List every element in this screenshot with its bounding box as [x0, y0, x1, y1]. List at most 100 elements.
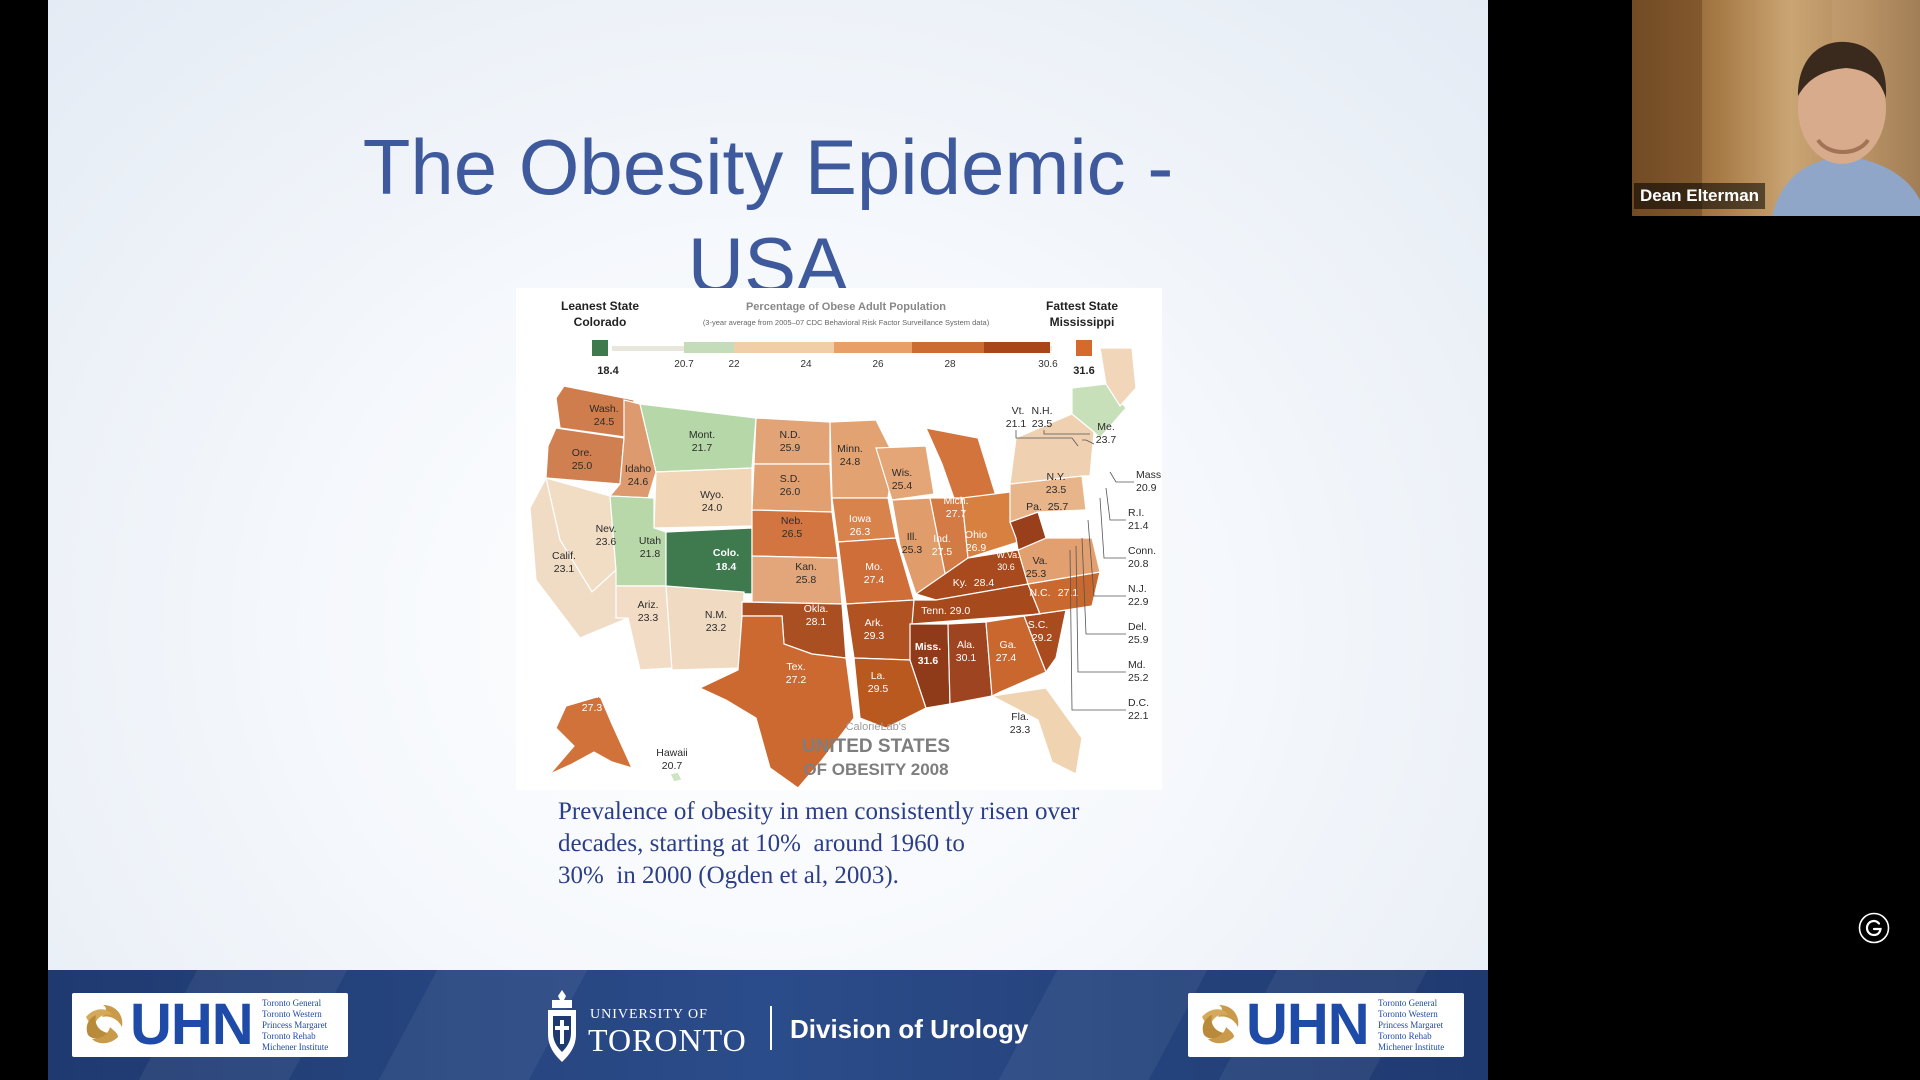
uhn-sites: Toronto General Toronto Western Princess…: [262, 998, 346, 1053]
uhn-site: Toronto Western: [1378, 1009, 1438, 1019]
state-co: [665, 527, 753, 595]
state-value: 26.9: [966, 542, 987, 554]
state-value: 27.1: [1058, 587, 1079, 599]
uhn-wordmark: UHN: [130, 992, 254, 1057]
grammarly-g-icon[interactable]: [1858, 912, 1890, 944]
state-label: Neb.: [781, 515, 803, 527]
state-label: Colo.: [713, 547, 739, 559]
legend-scale-title: Percentage of Obese Adult Population: [746, 301, 946, 313]
state-la: [853, 657, 927, 729]
state-label: Hawaii: [656, 747, 688, 759]
state-label: S.D.: [780, 473, 800, 485]
participant-video: [1632, 0, 1920, 216]
state-value: 23.7: [1096, 434, 1117, 446]
state-value: 25.3: [902, 544, 923, 556]
state-ak: [549, 695, 634, 775]
state-label: R.I.: [1128, 507, 1144, 519]
state-value: 23.5: [1046, 484, 1067, 496]
state-label: Va.: [1033, 555, 1048, 567]
state-value: 20.8: [1128, 558, 1149, 570]
participant-video-tile[interactable]: Dean Elterman: [1632, 0, 1920, 216]
state-label: N.D.: [780, 429, 801, 441]
state-label: N.M.: [705, 609, 727, 621]
state-value: 21.4: [1128, 520, 1149, 532]
state-value: 21.7: [692, 442, 713, 454]
state-label: N.C.: [1030, 587, 1051, 599]
state-label: Ala.: [957, 639, 975, 651]
state-value: 20.9: [1136, 482, 1157, 494]
uhn-site: Princess Margaret: [262, 1020, 328, 1030]
uhn-site: Toronto General: [262, 998, 322, 1008]
uoft-crest-icon: [548, 990, 576, 1062]
caption-line: decades, starting at 10% around 1960 to: [558, 830, 965, 857]
state-label: La.: [871, 670, 886, 682]
state-label: Md.: [1128, 659, 1146, 671]
state-label: Conn.: [1128, 545, 1156, 557]
uoft-university-of: UNIVERSITY OF: [590, 1007, 708, 1022]
state-value: 25.7: [1048, 501, 1069, 513]
state-wi: [875, 445, 935, 501]
uhn-logo-left: UHN Toronto General Toronto Western Prin…: [72, 993, 348, 1057]
state-value: 25.2: [1128, 672, 1149, 684]
uhn-site: Michener Institute: [262, 1042, 329, 1052]
state-value: 25.4: [892, 480, 913, 492]
state-value: 23.5: [1032, 418, 1053, 430]
state-value: 30.1: [956, 652, 977, 664]
state-label: Ariz.: [638, 599, 659, 611]
legend-tick: 28: [944, 359, 956, 370]
state-label: Del.: [1128, 621, 1147, 633]
state-ms: [909, 623, 951, 709]
uhn-swirl-icon: [1202, 1005, 1239, 1044]
legend-leanest-state: Colorado: [574, 315, 627, 329]
division-name: Division of Urology: [790, 1014, 1029, 1044]
state-value: 28.4: [974, 577, 995, 589]
state-value: 18.4: [716, 561, 737, 573]
state-value: 28.1: [806, 616, 827, 628]
state-label: Ind.: [933, 533, 951, 545]
state-value: 29.0: [950, 605, 971, 617]
state-value: 25.3: [1026, 568, 1047, 580]
us-map: [529, 347, 1137, 789]
legend-leanest-heading: Leanest State: [561, 299, 639, 313]
state-value: 20.7: [662, 760, 683, 772]
state-label: Ill.: [907, 531, 918, 543]
uoft-logo: UNIVERSITY OF TORONTO Division of Urolog…: [544, 986, 1064, 1066]
presentation-slide: The Obesity Epidemic - USA Leanest State…: [48, 0, 1488, 1080]
state-label: Mo.: [865, 561, 883, 573]
slide-title-line: The Obesity Epidemic -: [362, 123, 1174, 211]
uhn-wordmark: UHN: [1246, 992, 1370, 1057]
state-value: 31.6: [918, 655, 939, 667]
uhn-swirl-icon: [86, 1005, 123, 1044]
state-value: 24.5: [594, 416, 615, 428]
state-label: Utah: [639, 535, 661, 547]
state-value: 25.0: [572, 460, 593, 472]
state-label: Vt.: [1012, 405, 1025, 417]
state-label: N.Y.: [1046, 471, 1065, 483]
state-value: 27.2: [786, 674, 807, 686]
state-value: 27.4: [996, 652, 1017, 664]
state-me: [1099, 347, 1137, 407]
state-value: 23.2: [706, 622, 727, 634]
uhn-site: Toronto General: [1378, 998, 1438, 1008]
state-label: Fla.: [1011, 711, 1029, 723]
uhn-site: Princess Margaret: [1378, 1020, 1444, 1030]
state-value: 25.8: [796, 574, 817, 586]
slide-title: The Obesity Epidemic - USA: [48, 118, 1488, 314]
state-fl: [990, 687, 1083, 775]
state-hi: [669, 771, 683, 783]
legend-tick: 26: [872, 359, 884, 370]
legend-tick: 31.6: [1073, 365, 1094, 377]
state-label: Wis.: [892, 467, 912, 479]
caption-line: 30% in 2000 (Ogden et al, 2003).: [558, 862, 899, 889]
state-label: Okla.: [804, 603, 829, 615]
state-label: Ore.: [572, 447, 592, 459]
legend-tick: 24: [800, 359, 812, 370]
state-nd: [753, 417, 831, 465]
state-label: Ky.: [953, 577, 967, 589]
state-tx: [698, 615, 855, 789]
state-value: 22.9: [1128, 596, 1149, 608]
state-label: Mich.: [943, 495, 968, 507]
state-label: Wash.: [589, 403, 618, 415]
legend-lean-swatch: [592, 340, 608, 356]
state-label: Pa.: [1026, 501, 1042, 513]
